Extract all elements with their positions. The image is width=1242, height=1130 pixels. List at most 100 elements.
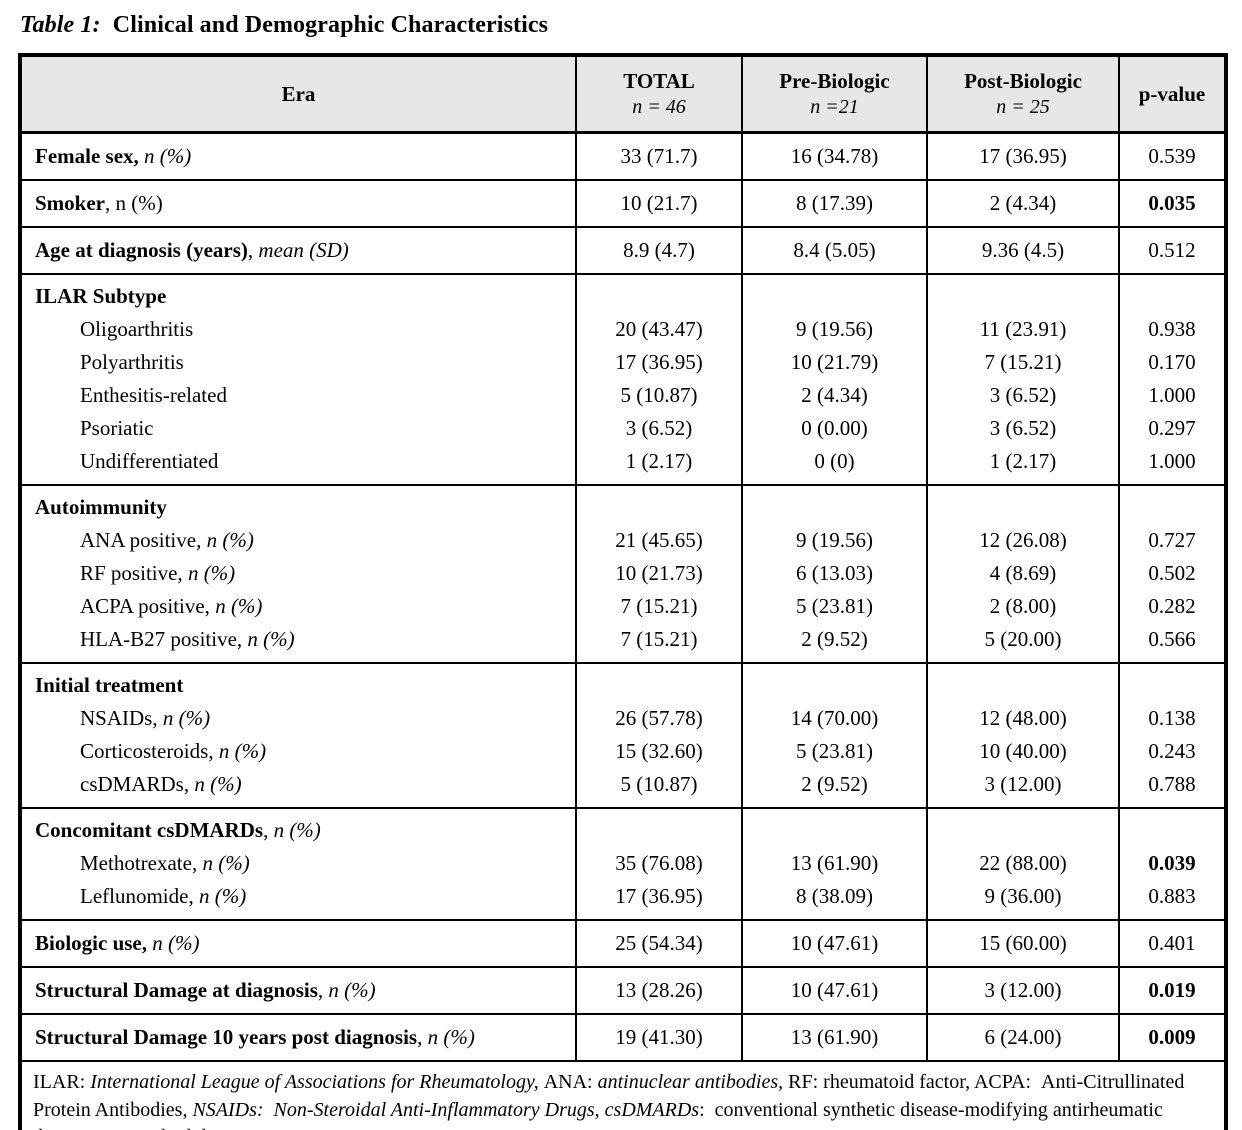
cell-p-value: 0.539: [1118, 132, 1227, 181]
column-label: TOTAL: [623, 69, 695, 94]
table-row: Leflunomide, n (%) 17 (36.95) 8 (38.09) 9 (…: [19, 880, 1227, 921]
column-header-era: Era: [19, 55, 577, 134]
column-header-pre-biologic: Pre-Biologic n =21: [741, 55, 928, 134]
row-label: Corticosteroids, n (%): [19, 735, 577, 768]
text-segment: n (%): [138, 144, 192, 168]
cell-total: 20 (43.47): [575, 313, 743, 346]
cell-post-biologic: 1 (2.17): [926, 445, 1120, 486]
column-sub-label: n =21: [810, 95, 859, 118]
cell-p-value: 0.938: [1118, 313, 1227, 346]
cell-pre-biologic: 8 (17.39): [741, 180, 928, 228]
row-label: HLA-B27 positive, n (%): [19, 623, 577, 664]
text-segment: Concomitant csDMARDs: [35, 818, 264, 842]
cell-post-biologic: 9.36 (4.5): [926, 227, 1120, 275]
cell-p-value: 0.727: [1118, 524, 1227, 557]
table-row: Enthesitis-related 5 (10.87) 2 (4.34) 3 (6.…: [19, 379, 1227, 412]
cell-p-value: 0.282: [1118, 590, 1227, 623]
cell-post-biologic: 7 (15.21): [926, 346, 1120, 379]
table-footnote: ILAR: International League of Associatio…: [19, 1060, 1227, 1130]
cell-post-biologic: 12 (26.08): [926, 524, 1120, 557]
cell-total: 10 (21.7): [575, 180, 743, 228]
table-row: Methotrexate, n (%) 35 (76.08) 13 (61.90) 2…: [19, 847, 1227, 880]
cell-post-biologic: 3 (12.00): [926, 967, 1120, 1015]
row-label: ILAR Subtype: [19, 274, 577, 313]
cell-p-value: 0.019: [1118, 967, 1227, 1015]
cell-p-value: 1.000: [1118, 445, 1227, 486]
cell-post-biologic: [926, 274, 1120, 313]
table-body: Female sex, n (%) 33 (71.7) 16 (34.78) 17 (…: [19, 132, 1227, 1130]
row-label: Female sex, n (%): [19, 132, 577, 181]
cell-p-value: 0.138: [1118, 702, 1227, 735]
cell-p-value: 0.401: [1118, 920, 1227, 968]
text-segment: Autoimmunity: [35, 495, 167, 519]
text-segment: Psoriatic: [80, 416, 154, 440]
text-segment: Enthesitis-related: [80, 383, 227, 407]
cell-post-biologic: [926, 485, 1120, 524]
cell-post-biologic: 6 (24.00): [926, 1014, 1120, 1062]
table-row: Age at diagnosis (years), mean (SD) 8.9 (…: [19, 227, 1227, 275]
text-segment: n (%): [198, 884, 247, 908]
cell-total: 26 (57.78): [575, 702, 743, 735]
table-row: Polyarthritis 17 (36.95) 10 (21.79) 7 (15.2…: [19, 346, 1227, 379]
text-segment: Undifferentiated: [80, 449, 219, 473]
text-segment: HLA-B27 positive,: [80, 627, 248, 651]
cell-total: 17 (36.95): [575, 346, 743, 379]
text-segment: n (%): [273, 818, 321, 842]
cell-p-value: [1118, 485, 1227, 524]
cell-post-biologic: 9 (36.00): [926, 880, 1120, 921]
cell-total: [575, 485, 743, 524]
column-header-post-biologic: Post-Biologic n = 25: [926, 55, 1120, 134]
text-segment: n (%): [194, 772, 242, 796]
row-label: Structural Damage at diagnosis, n (%): [19, 967, 577, 1015]
cell-p-value: 0.788: [1118, 768, 1227, 809]
cell-p-value: 0.009: [1118, 1014, 1227, 1062]
cell-total: 17 (36.95): [575, 880, 743, 921]
cell-post-biologic: 22 (88.00): [926, 847, 1120, 880]
text-segment: antinuclear antibodies,: [597, 1071, 789, 1093]
table-row: Structural Damage 10 years post diagnosi…: [19, 1014, 1227, 1062]
cell-pre-biologic: 10 (47.61): [741, 920, 928, 968]
cell-pre-biologic: 0 (0.00): [741, 412, 928, 445]
row-label: Enthesitis-related: [19, 379, 577, 412]
cell-pre-biologic: 13 (61.90): [741, 847, 928, 880]
cell-pre-biologic: 2 (9.52): [741, 768, 928, 809]
table-row: Structural Damage at diagnosis, n (%) 13 …: [19, 967, 1227, 1015]
cell-pre-biologic: 2 (4.34): [741, 379, 928, 412]
table-row: RF positive, n (%) 10 (21.73) 6 (13.03) 4 (…: [19, 557, 1227, 590]
cell-post-biologic: 2 (4.34): [926, 180, 1120, 228]
table-row: Biologic use, n (%) 25 (54.34) 10 (47.61) 1…: [19, 920, 1227, 968]
cell-p-value: [1118, 274, 1227, 313]
text-segment: , n (%): [105, 191, 163, 215]
cell-pre-biologic: 14 (70.00): [741, 702, 928, 735]
cell-pre-biologic: 5 (23.81): [741, 590, 928, 623]
section-header-row: Autoimmunity: [19, 485, 1227, 524]
table-row: NSAIDs, n (%) 26 (57.78) 14 (70.00) 12 (48.…: [19, 702, 1227, 735]
cell-total: 3 (6.52): [575, 412, 743, 445]
text-segment: NSAIDs: Non-Steroidal Anti-Inflammatory …: [192, 1098, 700, 1121]
text-segment: Oligoarthritis: [80, 317, 194, 341]
row-label: Psoriatic: [19, 412, 577, 445]
text-segment: ANA:: [543, 1071, 598, 1093]
column-label: p-value: [1138, 81, 1206, 106]
table-row: ANA positive, n (%) 21 (45.65) 9 (19.56) 12…: [19, 524, 1227, 557]
cell-pre-biologic: 0 (0): [741, 445, 928, 486]
text-segment: Structural Damage 10 years post diagnosi…: [35, 1025, 418, 1049]
row-label: Biologic use, n (%): [19, 920, 577, 968]
cell-total: 13 (28.26): [575, 967, 743, 1015]
row-label: Oligoarthritis: [19, 313, 577, 346]
cell-p-value: [1118, 808, 1227, 847]
cell-pre-biologic: 6 (13.03): [741, 557, 928, 590]
cell-pre-biologic: 9 (19.56): [741, 524, 928, 557]
cell-post-biologic: 4 (8.69): [926, 557, 1120, 590]
row-label: ANA positive, n (%): [19, 524, 577, 557]
cell-pre-biologic: [741, 485, 928, 524]
cell-post-biologic: 2 (8.00): [926, 590, 1120, 623]
cell-pre-biologic: [741, 808, 928, 847]
section-header-row: Initial treatment: [19, 663, 1227, 702]
table-header: Era TOTAL n = 46 Pre-Biologic n =21 Post-Biol…: [19, 55, 1227, 134]
text-segment: n (%): [218, 739, 267, 763]
cell-pre-biologic: 2 (9.52): [741, 623, 928, 664]
text-segment: n (%): [147, 931, 200, 955]
text-segment: n (%): [162, 706, 211, 730]
cell-p-value: 0.883: [1118, 880, 1227, 921]
